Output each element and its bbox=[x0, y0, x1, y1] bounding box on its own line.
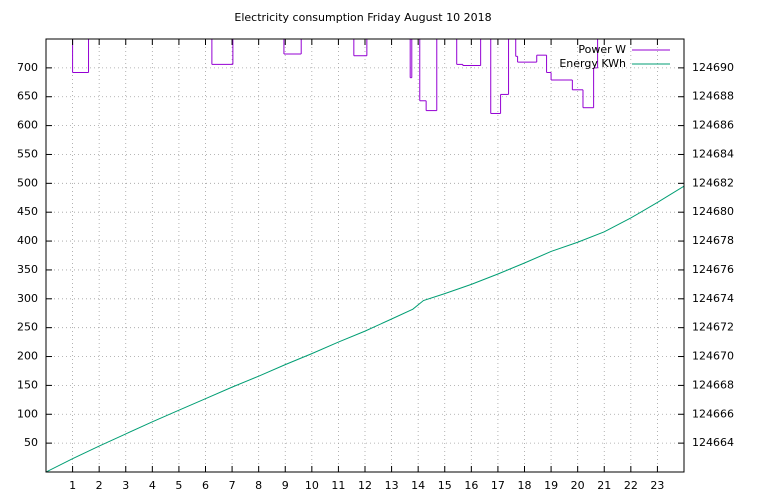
y-tick-label: 100 bbox=[17, 407, 38, 420]
y-tick-label: 500 bbox=[17, 176, 38, 189]
legend-label: Energy KWh bbox=[559, 57, 626, 70]
y2-tick-label: 124674 bbox=[692, 292, 734, 305]
y2-tick-label: 124678 bbox=[692, 234, 734, 247]
x-tick-label: 23 bbox=[650, 479, 664, 492]
x-tick-label: 20 bbox=[571, 479, 585, 492]
x-tick-label: 4 bbox=[149, 479, 156, 492]
y2-tick-label: 124664 bbox=[692, 436, 734, 449]
x-tick-label: 18 bbox=[518, 479, 532, 492]
y2-tick-label: 124666 bbox=[692, 407, 734, 420]
y-tick-label: 50 bbox=[24, 436, 38, 449]
y2-tick-label: 124686 bbox=[692, 119, 734, 132]
x-tick-label: 7 bbox=[229, 479, 236, 492]
x-tick-label: 6 bbox=[202, 479, 209, 492]
legend-label: Power W bbox=[578, 43, 626, 56]
y-tick-label: 250 bbox=[17, 321, 38, 334]
x-tick-label: 5 bbox=[175, 479, 182, 492]
y2-tick-label: 124672 bbox=[692, 321, 734, 334]
energy-line bbox=[46, 185, 684, 472]
y-tick-label: 400 bbox=[17, 234, 38, 247]
y-tick-label: 200 bbox=[17, 350, 38, 363]
x-tick-label: 21 bbox=[597, 479, 611, 492]
x-tick-label: 17 bbox=[491, 479, 505, 492]
x-tick-label: 11 bbox=[331, 479, 345, 492]
x-tick-label: 1 bbox=[69, 479, 76, 492]
y2-tick-label: 124684 bbox=[692, 147, 734, 160]
y2-tick-label: 124670 bbox=[692, 350, 734, 363]
y2-tick-label: 124682 bbox=[692, 176, 734, 189]
y-tick-label: 650 bbox=[17, 90, 38, 103]
x-tick-label: 12 bbox=[358, 479, 372, 492]
y-tick-label: 550 bbox=[17, 147, 38, 160]
x-tick-label: 8 bbox=[255, 479, 262, 492]
x-tick-label: 15 bbox=[438, 479, 452, 492]
y2-tick-label: 124680 bbox=[692, 205, 734, 218]
x-tick-label: 3 bbox=[122, 479, 129, 492]
x-tick-label: 2 bbox=[96, 479, 103, 492]
x-tick-label: 14 bbox=[411, 479, 425, 492]
y-tick-label: 600 bbox=[17, 119, 38, 132]
y-tick-label: 450 bbox=[17, 205, 38, 218]
x-tick-label: 19 bbox=[544, 479, 558, 492]
y-tick-label: 300 bbox=[17, 292, 38, 305]
x-tick-label: 16 bbox=[464, 479, 478, 492]
y2-tick-label: 124688 bbox=[692, 90, 734, 103]
y2-tick-label: 124668 bbox=[692, 378, 734, 391]
y2-tick-label: 124690 bbox=[692, 61, 734, 74]
x-tick-label: 22 bbox=[624, 479, 638, 492]
y-tick-label: 350 bbox=[17, 263, 38, 276]
x-tick-label: 9 bbox=[282, 479, 289, 492]
x-tick-label: 13 bbox=[385, 479, 399, 492]
y-tick-label: 700 bbox=[17, 61, 38, 74]
chart-title: Electricity consumption Friday August 10… bbox=[234, 11, 491, 24]
y-tick-label: 150 bbox=[17, 378, 38, 391]
y2-tick-label: 124676 bbox=[692, 263, 734, 276]
x-tick-label: 10 bbox=[305, 479, 319, 492]
